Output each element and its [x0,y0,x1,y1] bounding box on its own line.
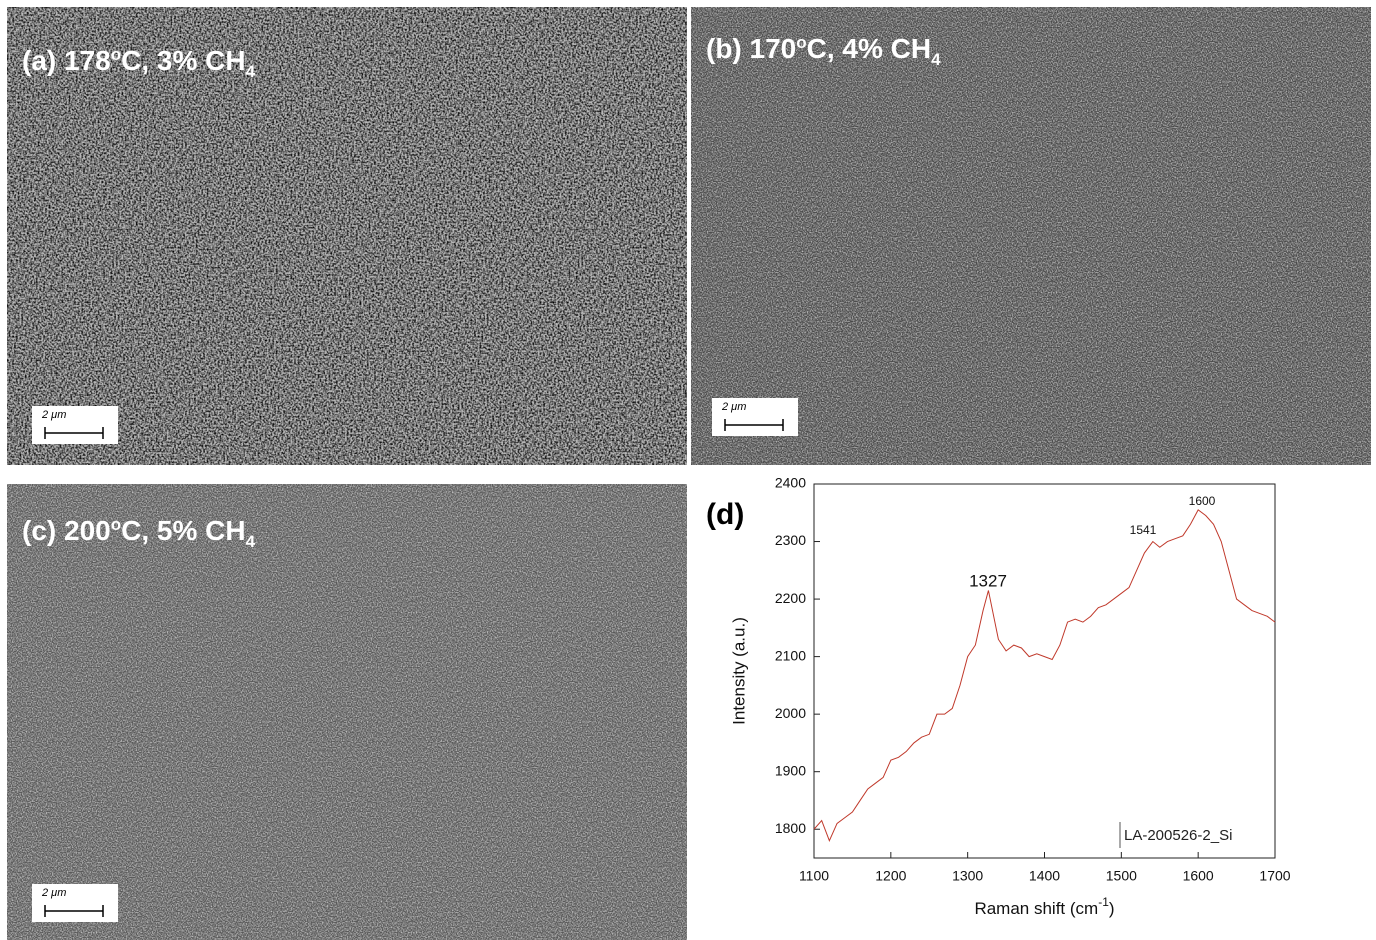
panel-title: (a) 178oC, 3% CH4 [22,45,256,81]
y-tick-label: 2000 [775,705,806,721]
panel-title-part: 4 [246,62,256,81]
panel-title-part: o [111,515,121,534]
panel-title-part: C, 4% CH [807,33,931,64]
y-tick-label: 1800 [775,820,806,836]
panel-title: (b) 170oC, 4% CH4 [706,33,941,69]
sem-a [7,7,687,465]
raman-chart: 1100 1200 1300 1400 1500 1600 1700 1800 1900 2000… [706,475,1291,919]
panel-title-part: o [796,33,806,52]
y-tick-label: 1900 [775,762,806,778]
sem-c [7,484,687,940]
panel-title-part: 4 [931,50,941,69]
peak-label: 1600 [1189,494,1216,508]
x-tick-label: 1300 [952,868,983,884]
x-tick-label: 1200 [875,868,906,884]
x-axis-title-part: Raman shift (cm [974,899,1098,918]
panel-title-part: 4 [246,532,256,551]
x-axis-title-part: ) [1109,899,1115,918]
x-tick-label: 1500 [1106,868,1137,884]
scale-bar-label: 2 μm [721,401,746,413]
x-tick-label: 1100 [799,868,829,884]
y-tick-label: 2200 [775,590,806,606]
x-tick-label: 1400 [1029,868,1060,884]
panel-title-part: C, 3% CH [121,45,245,76]
panel-title-part: C, 5% CH [121,515,245,546]
panel-title-part: (b) 170 [706,33,796,64]
plot-frame [813,483,1276,859]
x-axis-title: Raman shift (cm-1) [974,895,1114,918]
sem-b [691,7,1371,465]
panel-title-part: (a) 178 [22,45,111,76]
panel-title: (c) 200oC, 5% CH4 [22,515,256,551]
y-tick-label: 2300 [775,532,806,548]
y-tick-label: 2100 [775,647,806,663]
y-axis-title: Intensity (a.u.) [729,617,748,725]
panel-title-part: (c) 200 [22,515,111,546]
panel-label: (d) [706,498,744,531]
peak-label: 1327 [969,571,1007,590]
panel-title-part: o [111,45,121,64]
spectrum-line [813,509,1276,843]
peak-label: 1541 [1130,523,1157,537]
scale-bar-label: 2 μm [41,887,66,899]
y-tick-label: 2400 [775,475,806,491]
x-axis-title-part: -1 [1098,895,1109,909]
x-tick-label: 1600 [1183,868,1214,884]
legend-label: LA-200526-2_Si [1124,827,1232,844]
scale-bar-label: 2 μm [41,409,66,421]
x-tick-label: 1700 [1259,868,1290,884]
